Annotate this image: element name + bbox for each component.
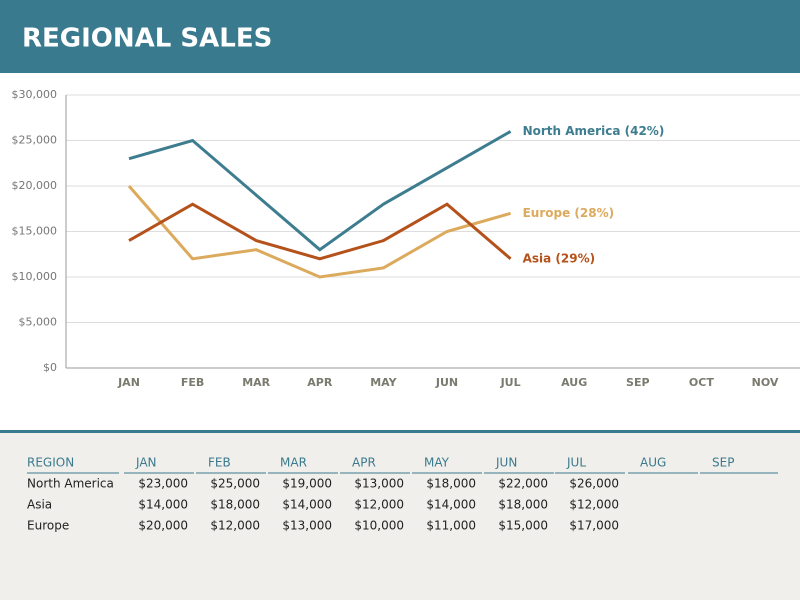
table-cell: $10,000 — [354, 519, 404, 533]
table-cell: $14,000 — [426, 498, 476, 512]
table-cell: $17,000 — [569, 519, 619, 533]
y-tick-label: $5,000 — [19, 316, 58, 329]
table-cell: $11,000 — [426, 519, 476, 533]
series-line — [128, 202, 512, 261]
table-header: JAN — [135, 456, 157, 470]
y-tick-label: $15,000 — [12, 225, 58, 238]
series-label: Europe (28%) — [523, 206, 615, 220]
series-line — [127, 185, 512, 279]
series-label: North America (42%) — [523, 124, 665, 138]
table-cell: $13,000 — [354, 477, 404, 491]
row-label: Europe — [27, 519, 69, 533]
x-tick-label: MAY — [370, 376, 397, 389]
row-label: North America — [27, 477, 114, 491]
x-tick-label: FEB — [181, 376, 204, 389]
separator — [0, 430, 800, 433]
y-tick-label: $0 — [43, 361, 57, 374]
y-tick-label: $30,000 — [12, 88, 58, 101]
table-cell: $18,000 — [498, 498, 548, 512]
table-cell: $14,000 — [282, 498, 332, 512]
x-tick-label: MAR — [242, 376, 270, 389]
table-cell: $18,000 — [426, 477, 476, 491]
x-tick-label: OCT — [689, 376, 714, 389]
table-cell: $26,000 — [569, 477, 619, 491]
series-label: Asia (29%) — [523, 251, 596, 265]
row-label: Asia — [27, 498, 52, 512]
table-cell: $25,000 — [210, 477, 260, 491]
table-cell: $12,000 — [210, 519, 260, 533]
table-cell: $23,000 — [138, 477, 188, 491]
x-tick-label: JAN — [117, 376, 140, 389]
x-tick-label: AUG — [561, 376, 587, 389]
x-tick-label: JUL — [500, 376, 521, 389]
table-cell: $22,000 — [498, 477, 548, 491]
page-title: REGIONAL SALES — [22, 24, 272, 54]
table-cell: $15,000 — [498, 519, 548, 533]
table-cell: $12,000 — [354, 498, 404, 512]
table-header: AUG — [640, 456, 666, 470]
table-header: APR — [352, 456, 376, 470]
x-tick-label: SEP — [626, 376, 650, 389]
table-panel — [0, 431, 800, 600]
table-header: REGION — [27, 456, 74, 470]
table-header: MAY — [424, 456, 450, 470]
x-tick-label: APR — [307, 376, 333, 389]
table-header: MAR — [280, 456, 307, 470]
table-cell: $13,000 — [282, 519, 332, 533]
chart: $0 $5,000 $10,000 $15,000 $20,000 $25,000 $30,… — [12, 88, 800, 389]
header-band — [0, 0, 800, 73]
y-tick-label: $25,000 — [12, 134, 58, 147]
x-tick-label: JUN — [435, 376, 458, 389]
table-cell: $12,000 — [569, 498, 619, 512]
table-header: SEP — [712, 456, 734, 470]
table-cell: $19,000 — [282, 477, 332, 491]
table-cell: $18,000 — [210, 498, 260, 512]
table-header: JUN — [495, 456, 517, 470]
table-header: FEB — [208, 456, 231, 470]
x-tick-label: NOV — [752, 376, 779, 389]
y-tick-label: $20,000 — [12, 179, 58, 192]
table-cell: $20,000 — [138, 519, 188, 533]
data-table: REGION JAN FEB MAR APR MAY JUN JUL AUG SEP North A… — [27, 456, 778, 533]
y-tick-label: $10,000 — [12, 270, 58, 283]
table-cell: $14,000 — [138, 498, 188, 512]
series-line — [128, 130, 512, 252]
table-header: JUL — [566, 456, 586, 470]
